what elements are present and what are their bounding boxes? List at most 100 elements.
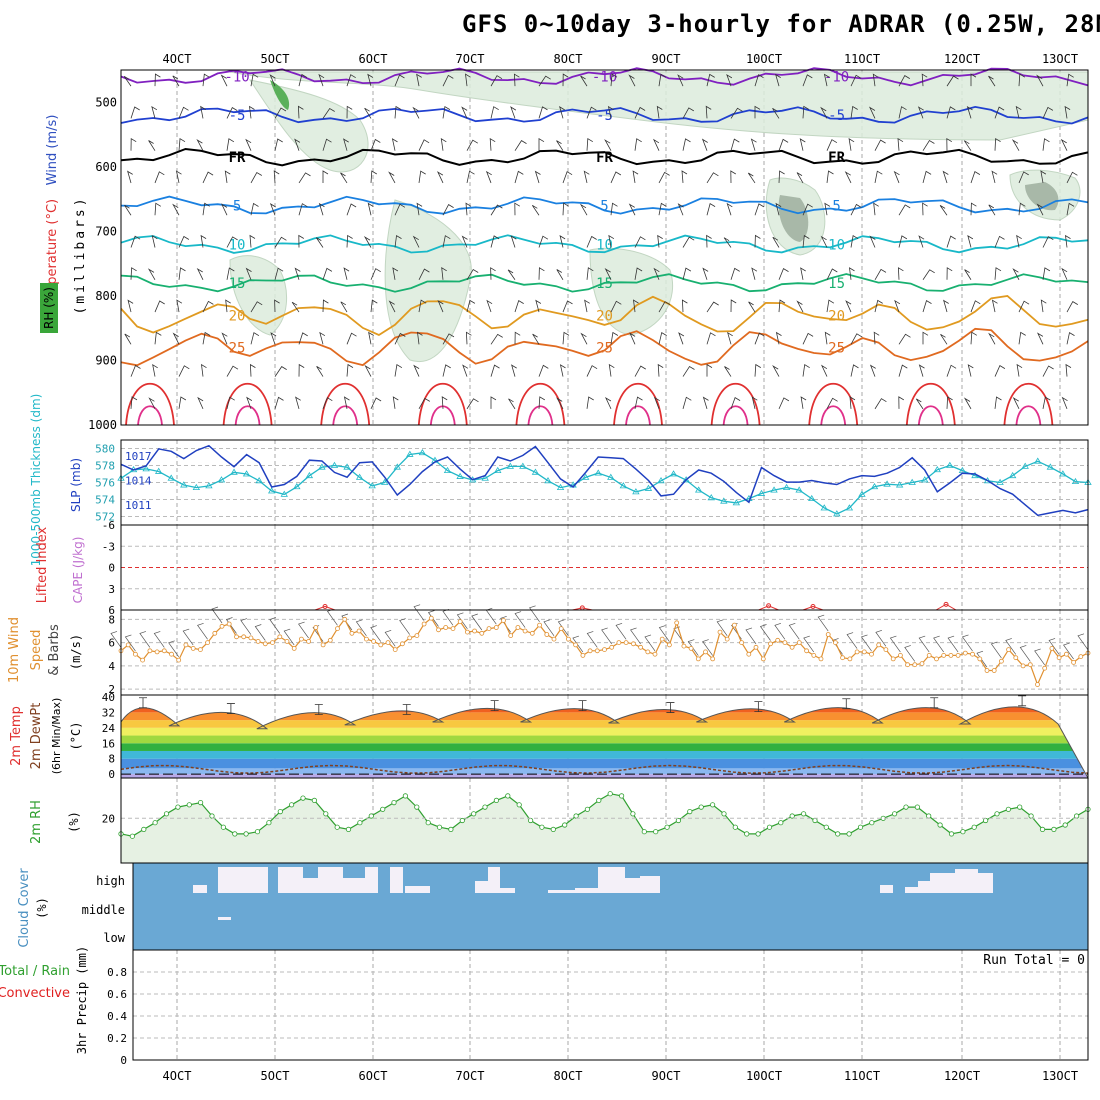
time-tick-top: 7OCT — [456, 52, 485, 66]
wind-speed-marker — [926, 653, 932, 658]
cloud-patch — [598, 867, 625, 893]
surface-wind-barb — [370, 625, 382, 642]
wind-barb — [586, 235, 597, 248]
wind-barb — [559, 364, 566, 377]
thickness-marker — [933, 465, 942, 473]
wind-barb — [1065, 363, 1072, 377]
surface-wind-barb — [918, 635, 930, 653]
temperature-line — [120, 706, 1089, 779]
wind-speed-marker — [775, 637, 781, 643]
rh-marker — [914, 804, 921, 810]
lifted-index-tick: 3 — [108, 583, 115, 596]
rh-marker — [152, 820, 158, 826]
wind-barb — [176, 299, 183, 313]
rh-marker — [789, 813, 795, 819]
wind-barb — [730, 267, 740, 280]
thickness-marker — [594, 469, 602, 476]
wind-barb — [316, 366, 324, 377]
temperature-contour-label: FR — [229, 150, 246, 166]
wind-speed-marker — [1027, 662, 1033, 668]
temperature-contour-label: 10 — [596, 237, 613, 253]
rh-marker — [823, 824, 829, 830]
thickness-marker — [820, 504, 828, 511]
wind-barb — [245, 138, 252, 151]
wind-barb — [657, 363, 664, 377]
wind-barb — [340, 172, 348, 184]
temperature-contour — [120, 105, 1089, 125]
wind-barb — [154, 171, 165, 184]
wind-barb — [874, 139, 886, 151]
wind-barb — [994, 235, 1005, 248]
temperature-band — [121, 758, 1088, 769]
surface-wind-barb — [269, 617, 281, 634]
wind-barb — [750, 138, 757, 151]
wind-barb — [172, 75, 180, 87]
wind-barb — [274, 267, 284, 280]
surface-wind-barb — [889, 635, 901, 653]
thickness-marker — [519, 462, 527, 469]
wind-barb — [465, 202, 472, 216]
wind-barb — [586, 138, 594, 151]
thickness-marker — [443, 466, 452, 474]
wind-barb — [802, 364, 810, 377]
wind-speed-marker — [912, 662, 918, 668]
surface-wind-barb — [586, 631, 598, 648]
wind-speed-marker — [551, 636, 557, 642]
wind-barb — [462, 364, 469, 377]
wind-barb — [249, 363, 256, 377]
wind-barb — [412, 106, 420, 119]
wind-barb — [658, 171, 670, 184]
thickness-line — [120, 452, 1089, 515]
wind-barb — [963, 397, 972, 410]
wind-barb — [922, 269, 935, 280]
wind-barb — [442, 74, 454, 87]
thickness-marker — [305, 471, 314, 479]
thickness-marker — [205, 482, 213, 489]
temperature-contour-30 — [1003, 383, 1054, 426]
wind-barb — [751, 267, 758, 280]
wind-barb — [970, 73, 977, 87]
surface-wind-barb — [442, 608, 454, 626]
wind-barb — [918, 235, 925, 248]
wind-barb — [1064, 105, 1071, 119]
surface-wind-barb — [543, 619, 555, 637]
time-tick-top: 13OCT — [1042, 52, 1078, 66]
wind-barb — [970, 300, 981, 313]
surface-wind-barb — [630, 627, 641, 645]
wind-barb — [291, 301, 300, 313]
wind-barb — [610, 331, 619, 345]
wind-barb — [274, 299, 280, 313]
wind-barb — [849, 396, 856, 409]
lifted-index-marker — [322, 603, 328, 609]
wind-barb — [394, 74, 405, 87]
wind-barb — [727, 331, 733, 345]
wind-barb — [250, 301, 263, 313]
rh-marker — [1005, 806, 1012, 812]
surface-wind-barb — [745, 627, 757, 645]
time-tick-bottom: 12OCT — [944, 1069, 980, 1083]
wind-speed-marker — [421, 621, 427, 627]
wind-barb — [318, 202, 325, 216]
wind-barb — [634, 365, 647, 377]
thickness-marker — [845, 504, 854, 511]
wind-barb — [562, 300, 573, 313]
thickness-marker — [883, 480, 891, 487]
wind-barb — [532, 333, 540, 345]
wind-barb — [874, 398, 887, 410]
wind-speed-marker — [934, 656, 939, 662]
wind-barb — [922, 202, 928, 216]
wind-barb — [250, 73, 259, 87]
minmax-marker — [754, 701, 763, 713]
temperature-contour-label: 10 — [828, 237, 845, 253]
rh-marker — [994, 811, 1000, 817]
wind-speed-marker — [508, 633, 514, 638]
rh-axis-label: 2m RH — [29, 800, 44, 844]
rh-marker — [129, 833, 135, 839]
wind-barb — [706, 363, 713, 377]
wind-barb — [678, 332, 685, 345]
wind-barb — [850, 364, 859, 377]
temperature-contour — [120, 67, 1089, 87]
rh-marker — [391, 799, 397, 806]
wind-speed-marker — [169, 651, 174, 657]
